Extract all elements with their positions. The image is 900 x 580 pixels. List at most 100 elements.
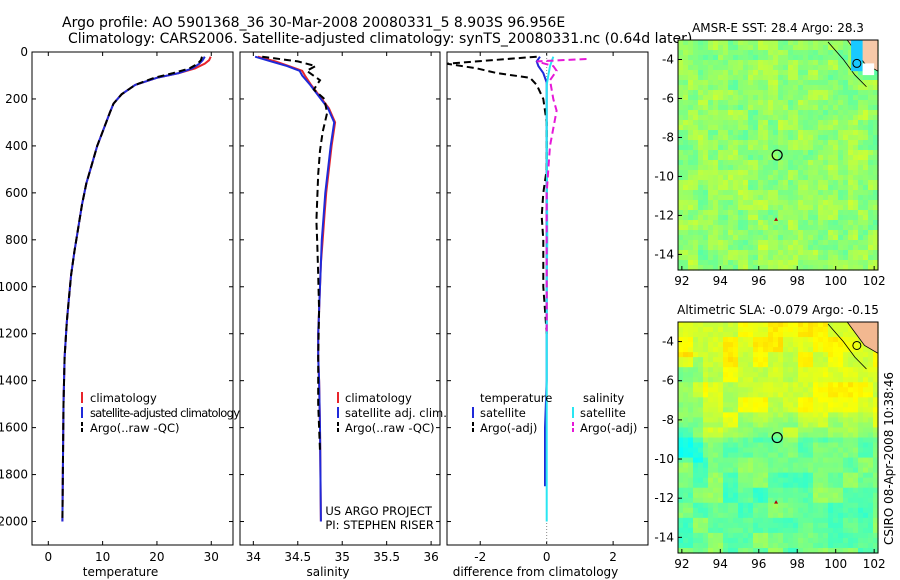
map-cell [773,75,779,81]
map-cell [713,357,719,363]
map-cell [688,260,694,266]
map-cell [738,537,744,544]
map-cell [798,115,804,121]
map-cell [823,492,829,499]
map-cell [813,135,819,141]
map-cell [763,195,769,201]
map-cell [818,527,824,534]
map-cell [773,412,779,419]
map-cell [838,457,844,464]
map-cell [803,437,809,444]
map-cell [838,125,844,131]
map-cell [803,255,809,261]
map-cell [828,407,834,413]
map-cell [788,185,794,191]
map-cell [853,427,859,434]
map-cell [773,537,779,544]
map-cell [758,210,764,216]
map-cell [873,542,879,549]
map-cell [778,542,784,549]
map-cell [793,235,799,241]
map-cell [778,412,784,419]
map-cell [793,80,799,86]
y-tick-label: -6 [662,374,674,388]
map-cell [838,342,844,348]
map-cell [848,130,854,136]
map-cell [853,337,859,343]
map-cell [823,332,829,338]
map-cell [733,452,739,459]
map-cell [813,472,819,479]
map-cell [803,140,809,146]
map-cell [833,100,839,106]
map-cell [813,180,819,186]
map-cell [778,260,784,266]
map-cell [823,215,829,221]
map-cell [783,372,789,378]
map-cell [733,502,739,509]
map-cell [733,482,739,489]
map-cell [798,362,804,368]
map-cell [838,377,844,383]
map-cell [763,512,769,519]
map-cell [868,85,874,91]
map-cell [678,507,684,514]
map-cell [848,387,854,393]
map-cell [768,70,774,76]
map-cell [738,507,744,514]
map-cell [823,200,829,206]
map-cell [678,235,684,241]
map-cell [748,337,754,343]
map-cell [803,40,809,46]
map-cell [868,185,874,191]
map-cell [748,160,754,166]
map-cell [868,427,874,434]
map-cell [688,255,694,261]
map-cell [763,357,769,363]
map-cell [843,437,849,444]
map-cell [708,100,714,106]
map-cell [748,407,754,413]
map-cell [738,210,744,216]
map-cell [828,190,834,196]
map-cell [773,115,779,121]
map-cell [743,140,749,146]
map-cell [758,377,764,383]
map-cell [708,65,714,71]
map-cell [718,482,724,489]
map-cell [863,260,869,266]
map-cell [818,357,824,363]
map-cell [828,482,834,489]
map-cell [813,532,819,539]
map-cell [838,180,844,186]
map-cell [843,105,849,111]
map-cell [843,502,849,509]
map-cell [798,60,804,66]
map-cell [743,362,749,368]
map-cell [693,497,699,504]
map-cell [763,220,769,226]
map-cell [688,95,694,101]
map-cell [693,412,699,419]
map-cell [863,85,869,91]
map-cell [863,497,869,504]
map-cell [703,165,709,171]
map-cell [708,467,714,474]
map-cell [863,447,869,454]
map-cell [763,342,769,348]
map-cell [838,327,844,333]
map-cell [683,225,689,231]
map-cell [868,125,874,131]
map-cell [818,155,824,161]
map-cell [848,230,854,236]
map-cell [838,170,844,176]
map-cell [753,537,759,544]
map-cell [768,135,774,141]
map-cell [773,497,779,504]
map-cell [808,347,814,353]
map-cell [758,265,764,271]
map-cell [688,497,694,504]
map-cell [843,547,849,554]
map-cell [738,100,744,106]
map-cell [828,497,834,504]
